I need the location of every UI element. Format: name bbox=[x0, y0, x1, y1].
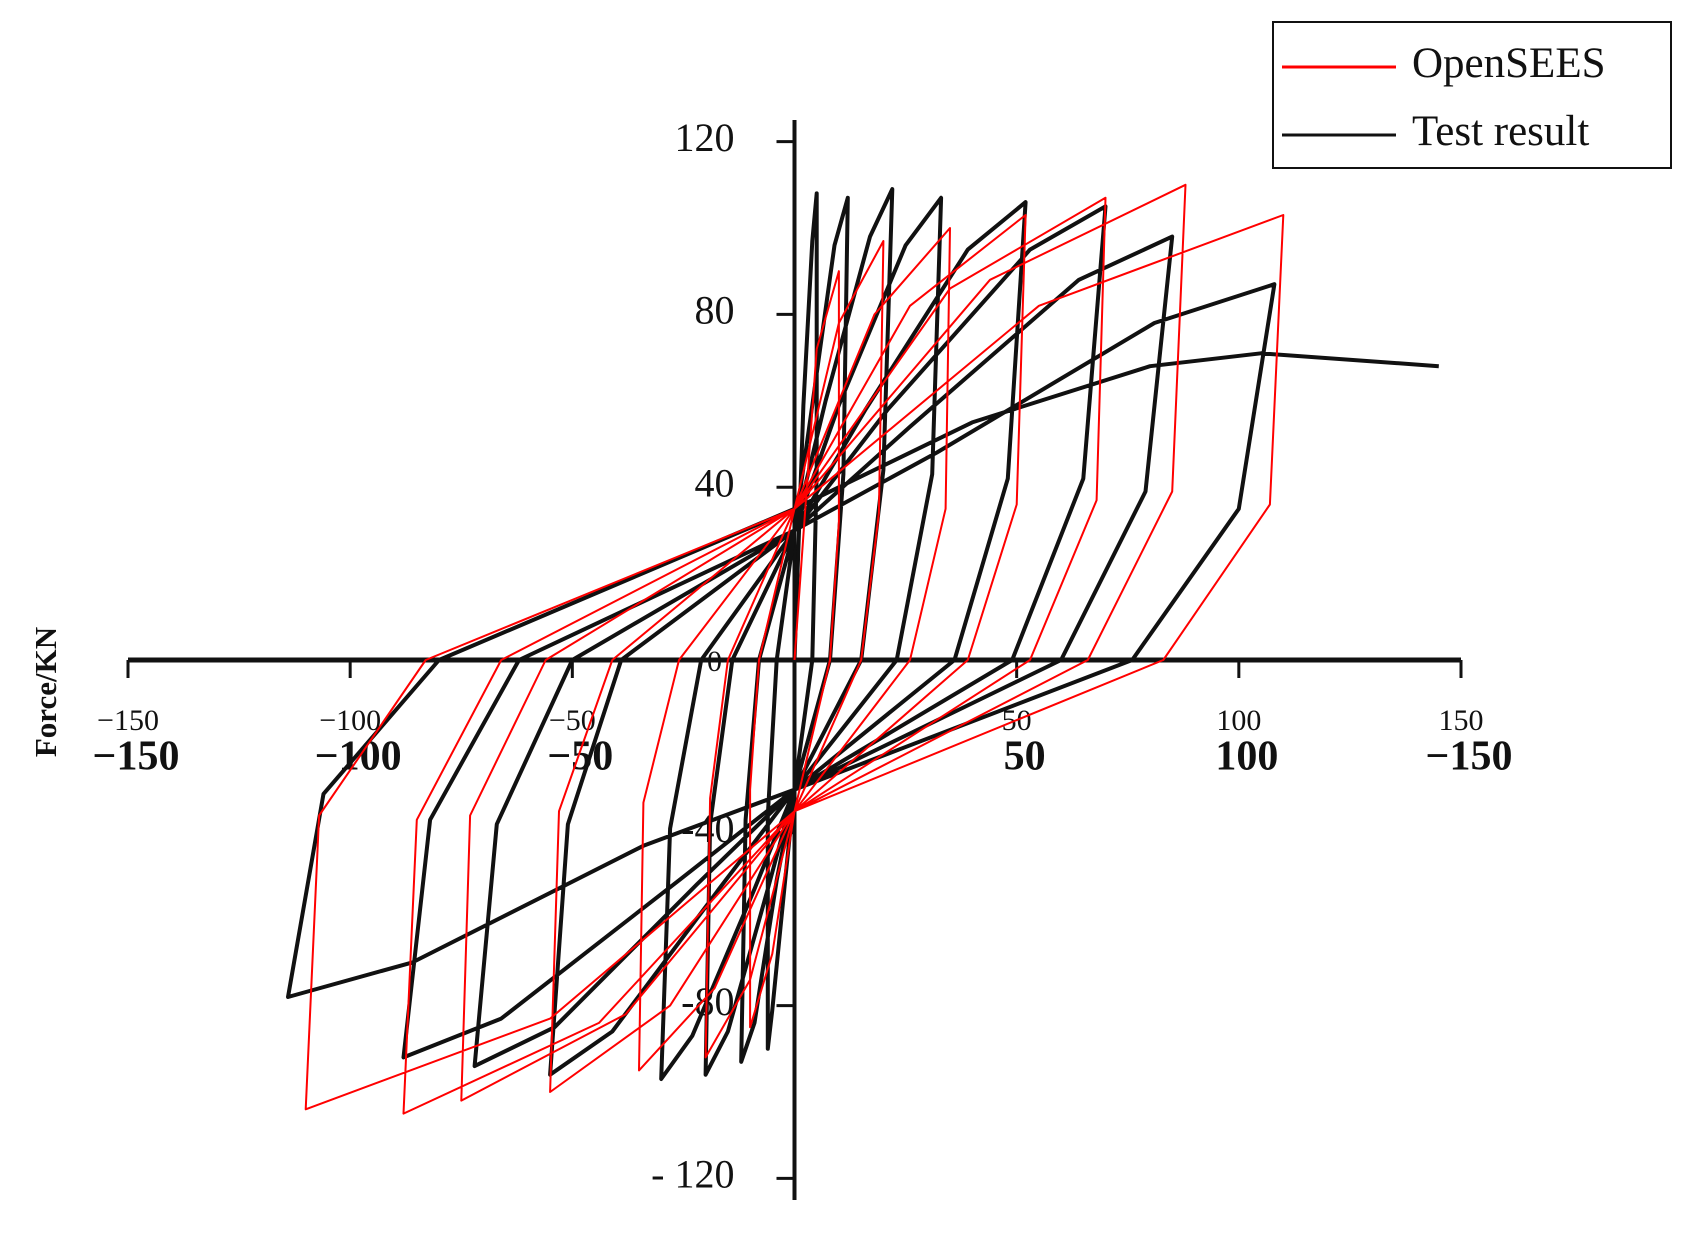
x-tick-label: 150 bbox=[1439, 704, 1484, 737]
legend-box bbox=[1272, 21, 1672, 169]
x-tick-label: −100 bbox=[319, 704, 381, 737]
legend-label: OpenSEES bbox=[1412, 40, 1606, 87]
y-tick-label: 80 bbox=[695, 288, 735, 333]
x-tick-label-overlay: −50 bbox=[547, 734, 613, 780]
legend-label: Test result bbox=[1412, 108, 1589, 155]
y-axis-label: Force/KN bbox=[28, 627, 63, 757]
y-tick-label: 120 bbox=[675, 115, 735, 160]
hysteresis-curve bbox=[304, 183, 1285, 1115]
x-tick-label-overlay: −150 bbox=[1426, 734, 1513, 780]
x-tick-label-overlay: 100 bbox=[1215, 734, 1278, 780]
x-tick-label-overlay: 50 bbox=[1004, 734, 1046, 780]
x-tick-label-overlay: −150 bbox=[93, 734, 180, 780]
y-tick-label: 40 bbox=[695, 460, 735, 505]
x-tick-label: 100 bbox=[1216, 704, 1261, 737]
y-tick-label: - 120 bbox=[651, 1152, 734, 1197]
x-tick-label: −50 bbox=[549, 704, 596, 737]
legend: OpenSEES Test result bbox=[1272, 21, 1672, 169]
x-tick-label: 0 bbox=[707, 645, 722, 678]
x-tick-label: −150 bbox=[97, 704, 159, 737]
